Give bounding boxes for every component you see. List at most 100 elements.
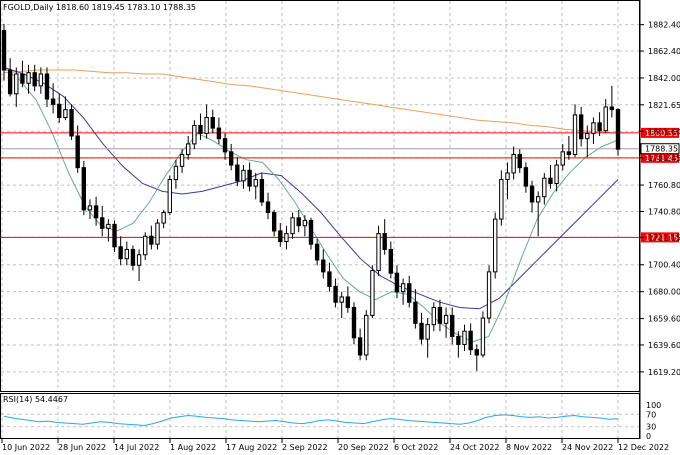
- candle-body: [100, 217, 105, 229]
- last-price-badge: [640, 143, 680, 155]
- candle-body: [554, 164, 559, 184]
- x-tick-label: 6 Oct 2022: [394, 443, 438, 452]
- candle-body: [474, 349, 479, 356]
- candle-body: [376, 233, 381, 272]
- candle-body: [400, 283, 406, 293]
- candle-body: [7, 69, 13, 95]
- candle-body: [542, 177, 547, 198]
- candle-body: [578, 114, 584, 140]
- x-tick-label: 10 Jun 2022: [2, 443, 50, 452]
- level-badge: [641, 232, 679, 243]
- candle-body: [241, 169, 246, 182]
- level-badge-label: 1721.15: [645, 233, 678, 242]
- candle-body: [228, 151, 234, 166]
- candle-body: [179, 153, 185, 167]
- candle-body: [290, 217, 295, 235]
- candle-body: [192, 124, 197, 145]
- level-badge: [641, 127, 679, 138]
- candle-body: [259, 179, 265, 203]
- level-badge-label: 1781.45: [645, 154, 678, 163]
- price-tick-label: 1842.00: [648, 74, 680, 83]
- level-badge: [641, 152, 679, 163]
- candle-body: [609, 106, 615, 111]
- candle-body: [370, 270, 375, 316]
- x-tick-label: 12 Dec 2022: [618, 443, 669, 452]
- last-price-label: 1788.35: [645, 145, 678, 154]
- candle-body: [216, 127, 222, 140]
- candle-body: [517, 153, 522, 169]
- candle-body: [173, 165, 179, 181]
- candle-body: [284, 233, 289, 243]
- candle-body: [210, 117, 215, 129]
- x-tick-label: 17 Aug 2022: [226, 443, 277, 452]
- candle-body: [364, 314, 369, 356]
- candle-body: [345, 296, 351, 308]
- candles-layer: [1, 23, 621, 371]
- axis-labels-layer: 1882.40 1862.40 1842.00 1821.65 1801.60 1781.…: [1, 21, 680, 452]
- candle-body: [167, 179, 172, 214]
- price-tick-label: 1659.60: [648, 315, 680, 324]
- candle-body: [118, 246, 123, 260]
- candle-body: [302, 219, 308, 227]
- candle-body: [382, 233, 387, 250]
- x-tick-label: 8 Nov 2022: [506, 443, 552, 452]
- candle-body: [143, 235, 148, 256]
- price-tick-label: 1740.80: [648, 207, 680, 216]
- rsi-tick-label: 100: [646, 401, 661, 410]
- candle-body: [572, 114, 578, 155]
- candle-body: [155, 222, 160, 245]
- candle-body: [505, 172, 510, 181]
- candle-body: [26, 72, 31, 84]
- price-tick-label: 1801.60: [648, 127, 680, 136]
- candle-body: [351, 306, 357, 339]
- candle-body: [1, 29, 7, 71]
- price-tick-label: 1619.20: [648, 368, 680, 377]
- candle-body: [425, 324, 430, 340]
- candle-body: [87, 205, 93, 211]
- candle-body: [14, 73, 19, 95]
- candle-body: [529, 185, 535, 203]
- candle-body: [112, 223, 117, 248]
- candle-body: [548, 177, 553, 184]
- candle-body: [388, 248, 394, 274]
- price-tick-label: 1700.40: [648, 261, 680, 270]
- candle-body: [106, 223, 111, 229]
- candle-body: [431, 306, 436, 326]
- candle-body: [278, 230, 283, 243]
- candle-body: [493, 218, 498, 273]
- candle-body: [615, 109, 621, 150]
- x-tick-label: 24 Nov 2022: [562, 443, 613, 452]
- candle-body: [597, 122, 602, 132]
- candle-body: [69, 109, 74, 137]
- x-tick-label: 1 Aug 2022: [170, 443, 216, 452]
- x-tick-label: 14 Jul 2022: [114, 443, 159, 452]
- price-tick-label: 1882.40: [648, 21, 680, 30]
- price-tick-label: 1639.60: [648, 341, 680, 350]
- rsi-tick-label: 70: [646, 410, 656, 419]
- rsi-line: [3, 414, 619, 427]
- price-tick-label: 1781.45: [648, 154, 680, 163]
- candle-body: [186, 143, 191, 155]
- candle-body: [321, 259, 326, 273]
- rsi-plot-frame: [0, 393, 640, 439]
- candle-body: [419, 322, 424, 340]
- candle-body: [314, 243, 320, 261]
- grid: [1, 1, 639, 438]
- candle-body: [75, 135, 80, 169]
- price-tick-label: 1760.80: [648, 181, 680, 190]
- candle-body: [198, 124, 203, 134]
- candle-body: [523, 167, 529, 187]
- candle-body: [38, 73, 44, 87]
- candle-body: [333, 285, 338, 303]
- candle-body: [480, 317, 486, 356]
- horizontal-lines-layer: 1800.35 1781.45 1721.15 1788.35: [1, 127, 680, 243]
- price-tick-label: 1821.65: [648, 101, 680, 110]
- candle-body: [591, 122, 596, 134]
- candle-body: [265, 201, 271, 214]
- candle-body: [204, 117, 209, 134]
- rsi-label: RSI(14) 54.4467: [3, 395, 68, 404]
- candle-body: [296, 217, 301, 227]
- rsi-tick-label: 30: [646, 423, 656, 432]
- candle-body: [124, 248, 129, 260]
